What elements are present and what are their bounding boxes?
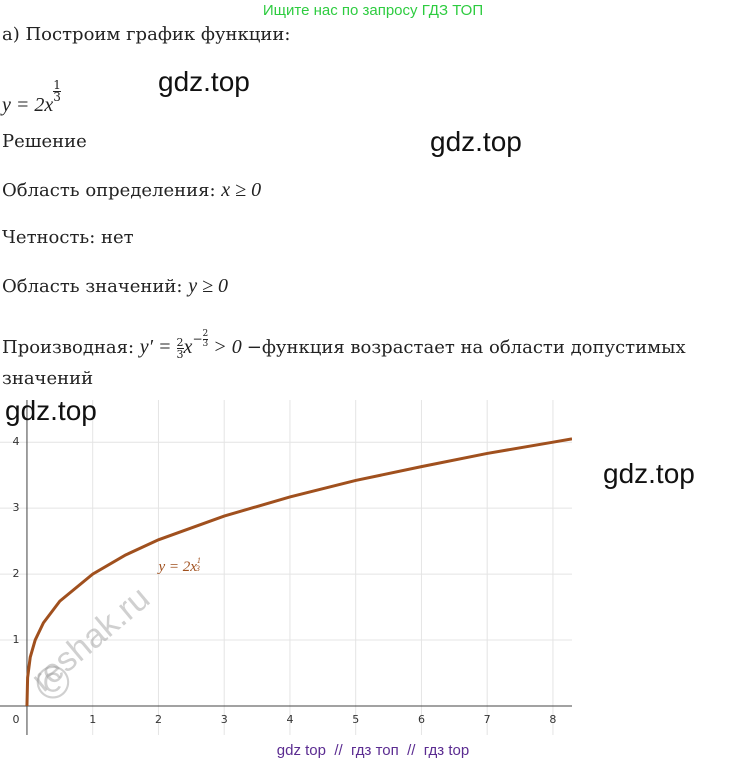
derivative-cont: значений (2, 368, 94, 389)
range: Область значений: y ≥ 0 (2, 275, 228, 298)
curve (25, 437, 572, 707)
parity: Четность: нет (2, 227, 134, 248)
exponent: −2 3 (192, 329, 209, 349)
x-tick-label: 8 (549, 713, 556, 726)
function: y = 2x 1 3 (2, 78, 61, 117)
x-tick-label: 6 (418, 713, 425, 726)
x-tick-label: 7 (484, 713, 491, 726)
math: y ≥ 0 (188, 275, 229, 297)
y-tick-label: 4 (12, 435, 19, 448)
formula: y = 2x (2, 94, 54, 116)
lhs: y′ = (139, 336, 177, 358)
domain: Область определения: x ≥ 0 (2, 179, 261, 202)
x-tick-label: 3 (221, 713, 228, 726)
num: 1 (53, 78, 61, 92)
watermark: gdz.top (430, 126, 522, 157)
label-den: 3 (195, 564, 200, 573)
watermark: gdz.top (158, 66, 250, 97)
y-tick-label: 2 (12, 567, 19, 580)
x-tick-label: 0 (12, 713, 19, 726)
intro: а) Построим график функции: (2, 24, 291, 45)
label: Производная: (2, 337, 140, 358)
rhs: > 0 (208, 336, 247, 358)
label: Область значений: (2, 276, 189, 297)
den: 3 (176, 347, 184, 361)
watermark: gdz.top (5, 395, 97, 426)
watermark: © (36, 656, 70, 708)
watermark: gdz.top (603, 458, 695, 489)
derivative: Производная: y′ = 2 3 x− 2 3 > 0 −функция во… (2, 330, 686, 360)
num: 2 (202, 329, 209, 340)
text: −функция возрастает на области допустимы… (246, 337, 686, 358)
x-tick-label: 5 (352, 713, 359, 726)
search-link[interactable]: Ищите нас по запросу ГДЗ ТОП (262, 2, 484, 19)
curve-label: y = 2x1 3 (156, 556, 200, 576)
y-tick-label: 3 (12, 501, 19, 514)
x-tick-label: 2 (155, 713, 162, 726)
y-tick-label: 1 (12, 633, 19, 646)
x-tick-label: 4 (286, 713, 293, 726)
math: x ≥ 0 (221, 179, 262, 201)
den: 3 (53, 90, 61, 104)
x-tick-label: 1 (89, 713, 96, 726)
footer: gdz top // гдз топ // гдз top (276, 742, 470, 759)
sign: − (192, 332, 203, 346)
num: 2 (176, 335, 184, 349)
label: Область определения: (2, 180, 222, 201)
label-num: 1 (197, 556, 201, 565)
label-text: y = 2x (156, 559, 197, 575)
den: 3 (202, 339, 209, 349)
base: x (183, 336, 193, 358)
solution: Решение (2, 131, 87, 152)
